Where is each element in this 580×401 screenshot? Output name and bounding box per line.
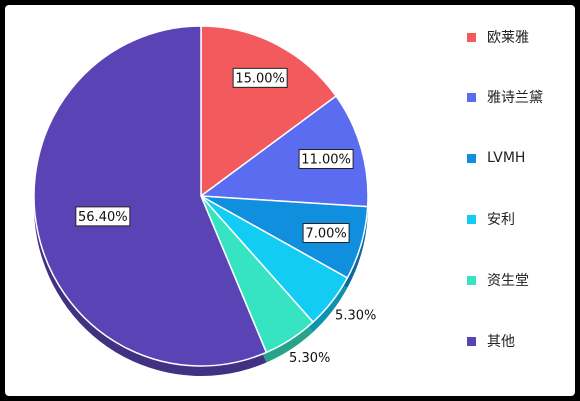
chart-frame: 15.00% 11.00% 7.00% 5.30% 5.30% 56.40% 欧莱雅 雅诗… (5, 5, 575, 396)
legend-label: 雅诗兰黛 (487, 90, 543, 106)
slice-label-box (298, 149, 354, 170)
slice-label-box (232, 67, 288, 88)
slice-label: 15.00% (235, 71, 285, 86)
legend-label: 欧莱雅 (487, 30, 529, 46)
legend-swatch (467, 153, 476, 163)
slice-label-box (302, 222, 350, 243)
legend-label: 安利 (487, 212, 515, 228)
legend-swatch (467, 336, 476, 346)
pie-slice-1 (198, 95, 369, 208)
legend-item-loreal: 欧莱雅 (467, 27, 529, 47)
legend-item-shiseido: 资生堂 (467, 270, 529, 290)
legend-swatch (467, 92, 476, 102)
slice-label: 56.40% (78, 210, 128, 225)
pie-slice-5 (33, 25, 268, 367)
legend-item-estee-lauder: 雅诗兰黛 (467, 87, 543, 107)
legend-swatch (467, 275, 476, 285)
slice-label-box (75, 206, 131, 227)
legend-swatch (467, 32, 476, 42)
slice-label: 11.00% (301, 153, 351, 168)
pie-chart: 15.00% 11.00% 7.00% 5.30% 5.30% 56.40% (33, 25, 376, 376)
legend-label: 其他 (487, 334, 515, 350)
slice-label: 5.30% (289, 351, 330, 366)
slice-label: 7.00% (305, 226, 346, 241)
slice-label: 5.30% (335, 309, 376, 324)
legend-label: 资生堂 (487, 273, 529, 289)
legend-item-lvmh: LVMH (467, 148, 525, 168)
legend-item-amway: 安利 (467, 209, 515, 229)
legend-swatch (467, 214, 476, 224)
legend-item-others: 其他 (467, 331, 515, 351)
legend-label: LVMH (487, 150, 526, 166)
